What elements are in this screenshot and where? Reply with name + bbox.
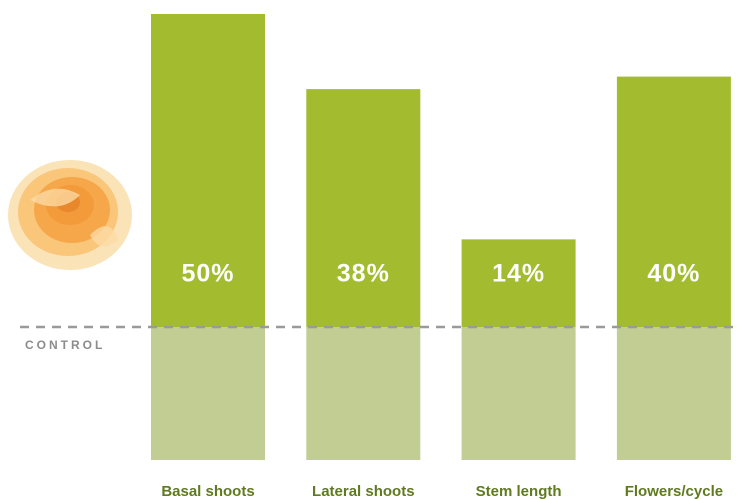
value-label: 38% [337,260,390,288]
bar [616,76,731,327]
value-label: 14% [492,260,545,288]
value-label: 40% [647,260,700,288]
category-label: Flowers/cycle [625,483,723,499]
control-bar [151,327,265,460]
category-label: Lateral shoots [312,483,415,499]
bar [151,14,265,327]
category-label: Basal shoots [161,483,254,499]
control-bar [616,327,731,460]
bar [461,239,576,327]
rose-illustration [8,160,132,270]
value-label: 50% [181,260,234,288]
bar [306,89,421,328]
control-bar [306,327,421,460]
category-label: Stem length [476,483,562,499]
control-label: CONTROL [25,338,105,352]
control-bar [461,327,576,460]
